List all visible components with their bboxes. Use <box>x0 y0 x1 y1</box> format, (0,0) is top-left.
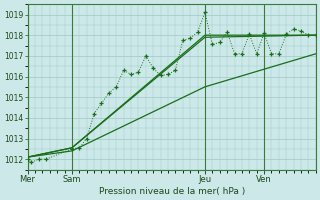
X-axis label: Pression niveau de la mer( hPa ): Pression niveau de la mer( hPa ) <box>99 187 245 196</box>
